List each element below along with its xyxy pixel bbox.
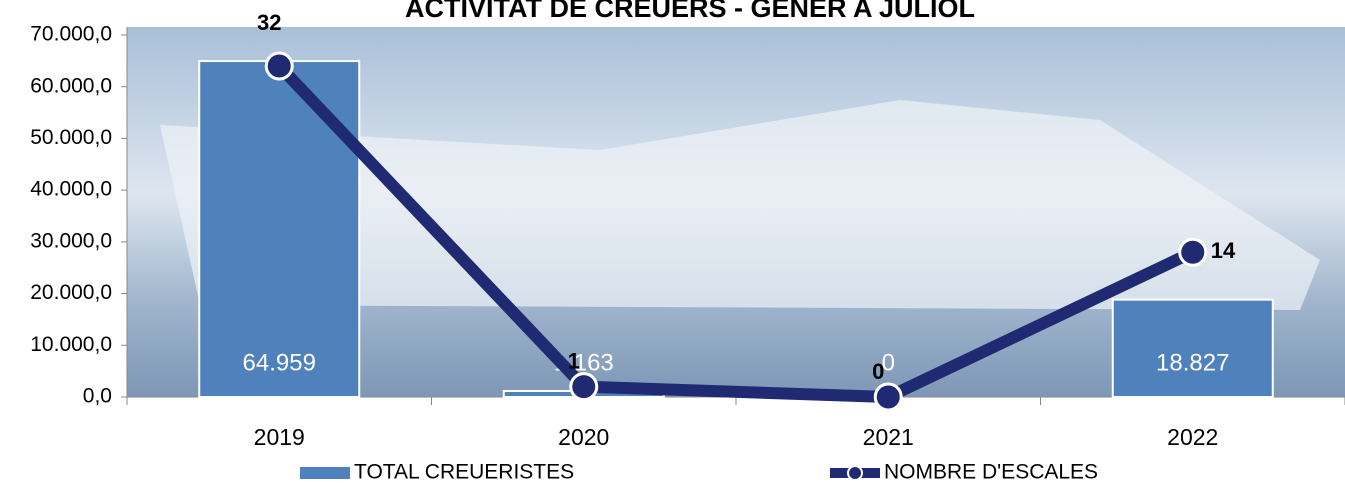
bar xyxy=(198,60,361,398)
y-tick-label: 60.000,0 xyxy=(30,74,112,97)
line-marker xyxy=(1178,237,1208,267)
line-marker xyxy=(569,372,599,402)
y-tick-label: 70.000,0 xyxy=(30,23,112,46)
bar-value-label: 18.827 xyxy=(1156,349,1229,376)
line-marker xyxy=(873,382,903,412)
bar xyxy=(1111,298,1274,398)
y-tick-label: 20.000,0 xyxy=(30,281,112,304)
chart-title: ACTIVITAT DE CREUERS - GENER A JULIOL xyxy=(405,0,975,23)
legend-swatch xyxy=(300,467,350,479)
line-value-label: 0 xyxy=(872,359,884,384)
bar-value-label: 64.959 xyxy=(243,349,316,376)
bar-value-label: 0 xyxy=(882,349,895,376)
line-marker xyxy=(264,51,294,81)
y-tick-label: 50.000,0 xyxy=(30,126,112,149)
x-tick-label: 2021 xyxy=(863,424,914,450)
legend-label: TOTAL CREUERISTES xyxy=(354,461,574,484)
x-tick-label: 2019 xyxy=(254,424,305,450)
legend-label: NOMBRE D'ESCALES xyxy=(884,461,1098,484)
y-tick-label: 40.000,0 xyxy=(30,178,112,201)
x-tick-label: 2022 xyxy=(1167,424,1218,450)
legend-marker xyxy=(847,465,863,481)
x-tick-label: 2020 xyxy=(558,424,609,450)
ship-shape xyxy=(160,100,1320,310)
line-value-label: 14 xyxy=(1211,238,1236,263)
y-tick-label: 30.000,0 xyxy=(30,229,112,252)
line-value-label: 32 xyxy=(257,10,281,35)
line xyxy=(274,61,1196,403)
line-value-label: 1 xyxy=(568,348,580,373)
y-tick-label: 0,0 xyxy=(83,385,112,408)
y-tick-label: 10.000,0 xyxy=(30,333,112,356)
